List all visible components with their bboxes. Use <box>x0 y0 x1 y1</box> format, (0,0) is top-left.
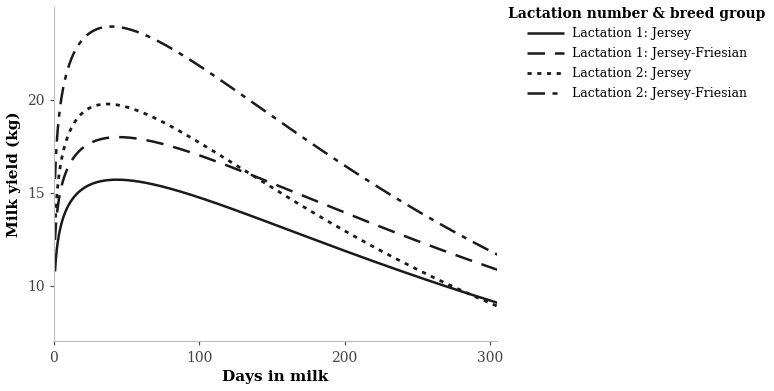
Lactation 1: Jersey-Friesian: (1, 12.5): Jersey-Friesian: (1, 12.5) <box>50 238 60 242</box>
Lactation 2: Jersey-Friesian: (135, 20): Jersey-Friesian: (135, 20) <box>245 99 255 103</box>
Lactation 2: Jersey-Friesian: (210, 16): Jersey-Friesian: (210, 16) <box>354 173 364 178</box>
Lactation 1: Jersey-Friesian: (135, 16): Jersey-Friesian: (135, 16) <box>245 172 255 177</box>
Lactation 1: Jersey-Friesian: (238, 12.8): Jersey-Friesian: (238, 12.8) <box>396 232 405 237</box>
Lactation 2: Jersey-Friesian: (1, 15.7): Jersey-Friesian: (1, 15.7) <box>50 177 60 181</box>
Y-axis label: Milk yield (kg): Milk yield (kg) <box>7 111 22 237</box>
Lactation 2: Jersey-Friesian: (32, 23.9): Jersey-Friesian: (32, 23.9) <box>95 26 104 30</box>
Lactation 2: Jersey: (135, 16): Jersey: (135, 16) <box>245 172 255 176</box>
Lactation 1: Jersey-Friesian: (210, 13.6): Jersey-Friesian: (210, 13.6) <box>354 216 364 221</box>
Legend: Lactation 1: Jersey, Lactation 1: Jersey-Friesian, Lactation 2: Jersey, Lactatio: Lactation 1: Jersey, Lactation 1: Jersey… <box>508 7 765 100</box>
Lactation 1: Jersey-Friesian: (124, 16.3): Jersey-Friesian: (124, 16.3) <box>230 166 239 170</box>
Lactation 2: Jersey-Friesian: (39.6, 23.9): Jersey-Friesian: (39.6, 23.9) <box>107 24 116 29</box>
Lactation 2: Jersey: (1, 13.1): Jersey: (1, 13.1) <box>50 225 60 230</box>
Lactation 2: Jersey-Friesian: (238, 14.6): Jersey-Friesian: (238, 14.6) <box>396 199 405 203</box>
Lactation 2: Jersey: (210, 12.5): Jersey: (210, 12.5) <box>354 237 364 241</box>
Line: Lactation 2: Jersey-Friesian: Lactation 2: Jersey-Friesian <box>55 27 498 255</box>
Lactation 1: Jersey: (238, 10.8): Jersey: (238, 10.8) <box>396 269 405 273</box>
Lactation 1: Jersey-Friesian: (244, 12.6): Jersey-Friesian: (244, 12.6) <box>404 235 413 240</box>
Lactation 2: Jersey-Friesian: (305, 11.7): Jersey-Friesian: (305, 11.7) <box>493 252 502 257</box>
Lactation 1: Jersey-Friesian: (305, 10.9): Jersey-Friesian: (305, 10.9) <box>493 267 502 272</box>
Lactation 2: Jersey: (244, 11.1): Jersey: (244, 11.1) <box>404 263 413 267</box>
Lactation 2: Jersey-Friesian: (124, 20.6): Jersey-Friesian: (124, 20.6) <box>230 87 239 92</box>
Lactation 1: Jersey: (305, 9.08): Jersey: (305, 9.08) <box>493 300 502 305</box>
Lactation 2: Jersey: (124, 16.5): Jersey: (124, 16.5) <box>230 162 239 167</box>
Lactation 1: Jersey: (32, 15.6): Jersey: (32, 15.6) <box>95 179 104 184</box>
Lactation 1: Jersey: (135, 13.8): Jersey: (135, 13.8) <box>245 213 255 218</box>
Lactation 1: Jersey-Friesian: (44.8, 18): Jersey-Friesian: (44.8, 18) <box>114 135 123 140</box>
Line: Lactation 1: Jersey-Friesian: Lactation 1: Jersey-Friesian <box>55 137 498 270</box>
Lactation 1: Jersey: (1, 10.8): Jersey: (1, 10.8) <box>50 269 60 274</box>
Line: Lactation 1: Jersey: Lactation 1: Jersey <box>55 180 498 303</box>
Lactation 2: Jersey-Friesian: (244, 14.3): Jersey-Friesian: (244, 14.3) <box>404 203 413 208</box>
Lactation 1: Jersey: (210, 11.6): Jersey: (210, 11.6) <box>354 254 364 258</box>
Lactation 1: Jersey: (124, 14.1): Jersey: (124, 14.1) <box>230 207 239 212</box>
Lactation 2: Jersey: (238, 11.3): Jersey: (238, 11.3) <box>396 258 405 263</box>
Lactation 1: Jersey: (43.6, 15.7): Jersey: (43.6, 15.7) <box>112 178 122 182</box>
Lactation 1: Jersey-Friesian: (32, 17.9): Jersey-Friesian: (32, 17.9) <box>95 137 104 142</box>
Lactation 1: Jersey: (244, 10.7): Jersey: (244, 10.7) <box>404 271 413 276</box>
Lactation 2: Jersey: (305, 8.9): Jersey: (305, 8.9) <box>493 304 502 308</box>
Line: Lactation 2: Jersey: Lactation 2: Jersey <box>55 104 498 306</box>
Lactation 2: Jersey: (32, 19.7): Jersey: (32, 19.7) <box>95 102 104 107</box>
Lactation 2: Jersey: (36.9, 19.8): Jersey: (36.9, 19.8) <box>103 102 112 106</box>
X-axis label: Days in milk: Days in milk <box>222 370 329 384</box>
